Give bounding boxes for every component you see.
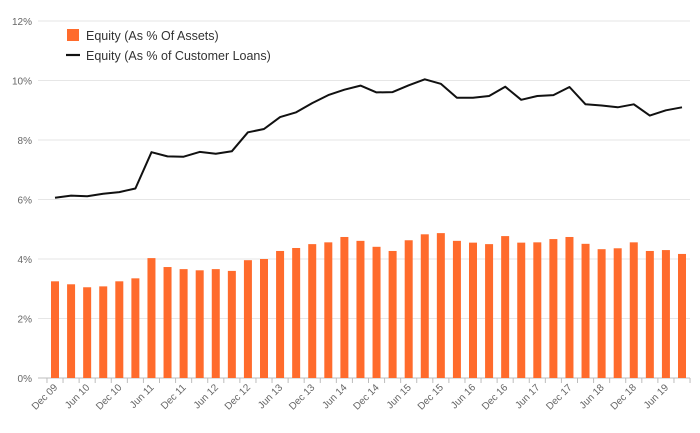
bar (179, 269, 188, 378)
series-line (54, 78, 683, 199)
y-tick-label: 12% (12, 17, 32, 28)
bar (99, 286, 108, 378)
x-tick-label: Dec 15 (416, 382, 446, 412)
line-series-equity-loans (54, 78, 683, 199)
bar (469, 242, 477, 378)
bar (565, 236, 574, 378)
x-tick-label: Jun 17 (513, 382, 542, 411)
bar (485, 244, 494, 378)
x-tick-label: Dec 13 (287, 382, 317, 412)
legend-swatch-bar (67, 29, 79, 41)
bar (452, 240, 461, 378)
x-tick-label: Dec 18 (609, 382, 639, 412)
x-tick-label: Dec 14 (351, 382, 381, 412)
bar (211, 269, 220, 378)
bar (83, 287, 92, 378)
bar (517, 242, 526, 378)
legend-item-loans: Equity (As % of Customer Loans) (66, 49, 271, 63)
bar (613, 248, 622, 378)
bar (388, 250, 397, 378)
bar (115, 281, 124, 378)
y-axis: 0% 2% 4% 6% 8% 10% 12% (12, 17, 32, 385)
bar (533, 242, 542, 378)
x-tick-label: Dec 10 (94, 382, 124, 412)
x-tick-label: Dec 12 (223, 382, 253, 412)
bar (292, 247, 301, 378)
x-tick-label: Dec 09 (30, 382, 60, 412)
bar (678, 253, 686, 378)
bar (260, 259, 268, 378)
x-tick-label: Dec 17 (544, 382, 574, 412)
y-tick-label: 0% (18, 374, 33, 385)
x-tick-label: Dec 11 (159, 382, 189, 412)
bar (243, 260, 252, 378)
bar (163, 267, 172, 378)
bar (308, 244, 317, 378)
x-tick-label: Jun 10 (63, 382, 92, 411)
x-tick-label: Jun 13 (256, 382, 285, 411)
bar (67, 284, 76, 378)
y-tick-label: 6% (18, 196, 33, 207)
bar (51, 281, 59, 378)
bar (420, 234, 429, 378)
x-tick-label: Jun 11 (128, 382, 157, 411)
bar (549, 239, 558, 378)
bar (340, 236, 349, 378)
bar (131, 278, 140, 378)
bar (195, 270, 204, 378)
bar (501, 236, 510, 378)
gridlines (38, 20, 690, 319)
x-tick-label: Jun 18 (578, 382, 607, 411)
bar (581, 243, 590, 378)
x-tick-label: Jun 14 (320, 382, 349, 411)
bar (372, 246, 381, 378)
legend-item-assets: Equity (As % Of Assets) (67, 29, 219, 43)
bar (597, 249, 606, 378)
bar (324, 242, 333, 378)
y-tick-label: 10% (12, 77, 32, 88)
legend-label-loans: Equity (As % of Customer Loans) (86, 49, 271, 63)
x-tick-label: Dec 16 (480, 382, 510, 412)
bar (629, 242, 638, 378)
y-tick-label: 2% (18, 315, 33, 326)
bar (227, 270, 236, 378)
legend: Equity (As % Of Assets) Equity (As % of … (66, 29, 271, 63)
x-tick-label: Jun 15 (385, 382, 414, 411)
bar (356, 240, 365, 378)
bar (276, 250, 285, 378)
x-tick-label: Jun 12 (192, 382, 221, 411)
bar (404, 240, 413, 378)
bar (436, 233, 445, 378)
bar-series-equity-assets (51, 233, 686, 378)
x-axis: Dec 09 Jun 10 Dec 10 Jun 11 Dec 11 Jun 12 Dec … (30, 377, 691, 413)
y-tick-label: 8% (18, 136, 33, 147)
legend-label-assets: Equity (As % Of Assets) (86, 29, 219, 43)
x-tick-label: Jun 19 (642, 382, 671, 411)
bar (147, 258, 156, 378)
y-tick-label: 4% (18, 255, 33, 266)
bar (645, 250, 654, 378)
bar (661, 250, 670, 378)
x-tick-label: Jun 16 (449, 382, 478, 411)
